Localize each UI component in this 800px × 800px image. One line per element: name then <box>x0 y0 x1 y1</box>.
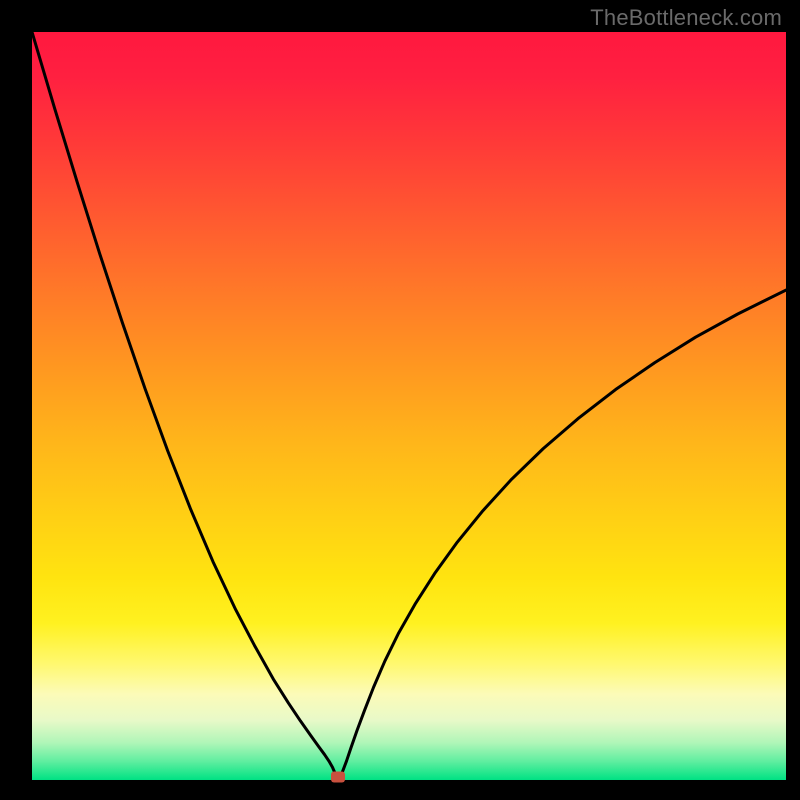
curve-path <box>32 32 786 780</box>
frame-border-right <box>786 0 800 800</box>
frame-border-left <box>0 0 32 800</box>
chart-curve <box>32 32 786 780</box>
watermark-text: TheBottleneck.com <box>590 5 782 31</box>
chart-marker <box>331 772 345 783</box>
chart-plot-area <box>32 32 786 780</box>
frame-border-bottom <box>0 780 800 800</box>
